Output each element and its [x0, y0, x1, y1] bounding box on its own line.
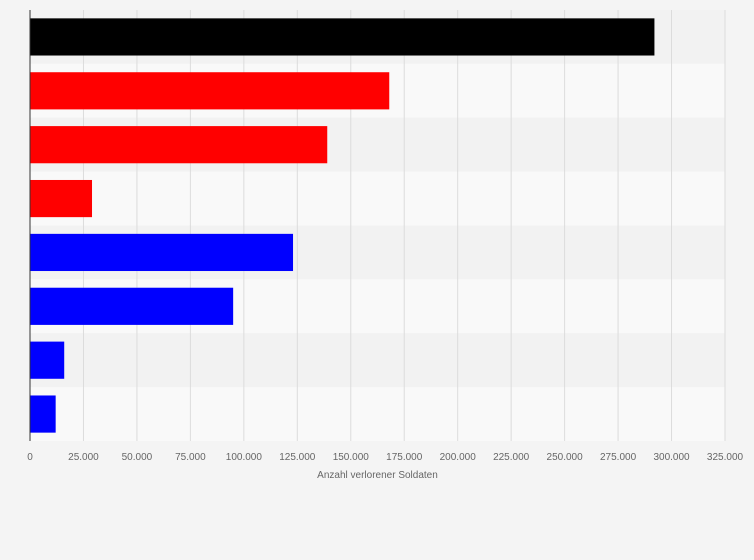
x-tick-label: 125.000 — [279, 452, 316, 463]
bar[interactable] — [30, 18, 655, 56]
bar[interactable] — [30, 233, 294, 272]
x-tick-label: 325.000 — [707, 452, 744, 463]
bar[interactable] — [30, 126, 328, 164]
bar[interactable] — [30, 287, 234, 325]
row-band — [30, 171, 725, 226]
x-axis-ticks: 0 25.000 50.000 75.000 100.000 125.000 150.000… — [27, 452, 743, 463]
x-tick-label: 275.000 — [600, 452, 637, 463]
bar[interactable] — [30, 179, 93, 218]
bar[interactable] — [30, 395, 56, 433]
row-band — [30, 333, 725, 388]
x-tick-label: 250.000 — [547, 452, 584, 463]
x-tick-label: 25.000 — [68, 452, 99, 463]
x-tick-label: 175.000 — [386, 452, 423, 463]
row-band — [30, 387, 725, 441]
x-tick-label: 300.000 — [653, 452, 690, 463]
x-tick-label: 100.000 — [226, 452, 263, 463]
x-tick-label: 150.000 — [333, 452, 370, 463]
bars — [30, 18, 655, 433]
x-tick-label: 200.000 — [440, 452, 477, 463]
x-tick-label: 225.000 — [493, 452, 530, 463]
x-tick-label: 75.000 — [175, 452, 206, 463]
bar[interactable] — [30, 341, 65, 379]
x-tick-label: 0 — [27, 452, 33, 463]
x-tick-label: 50.000 — [122, 452, 153, 463]
bar[interactable] — [30, 72, 390, 110]
x-axis-title: Anzahl verlorener Soldaten — [317, 470, 438, 481]
